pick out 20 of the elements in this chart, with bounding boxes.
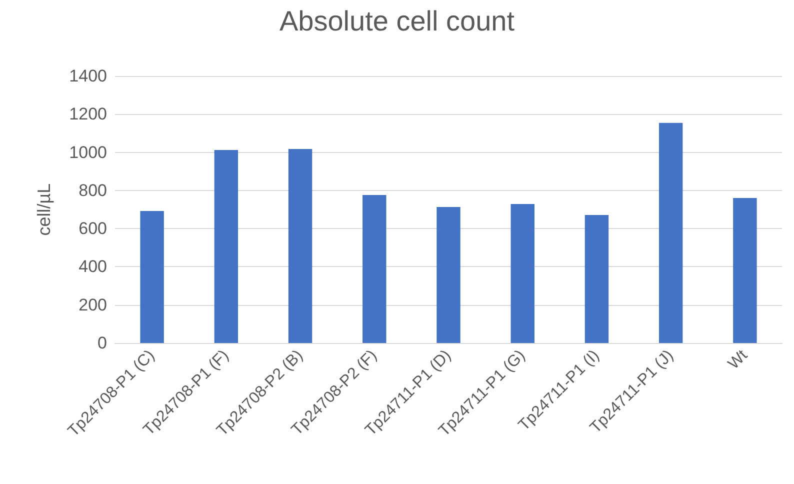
y-tick-label: 600: [78, 219, 107, 238]
bar: [658, 122, 683, 343]
x-tick-label: Wt: [725, 346, 752, 373]
bar: [584, 215, 609, 343]
y-axis-title: cell/µL: [34, 183, 54, 236]
bar: [436, 207, 460, 343]
y-tick-label: 1400: [69, 66, 107, 86]
bar: [140, 211, 164, 343]
bar: [362, 195, 386, 343]
bar: [733, 198, 757, 343]
bar: [510, 204, 534, 343]
y-tick-label: 0: [98, 334, 107, 352]
y-tick-label: 800: [78, 180, 107, 200]
y-tick-label: 400: [78, 257, 107, 276]
y-tick-label: 200: [78, 295, 107, 314]
bar: [214, 150, 238, 343]
y-tick-label: 1200: [69, 104, 107, 124]
bar: [288, 149, 312, 343]
y-tick-label: 1000: [69, 142, 107, 162]
chart-title: Absolute cell count: [279, 6, 515, 36]
